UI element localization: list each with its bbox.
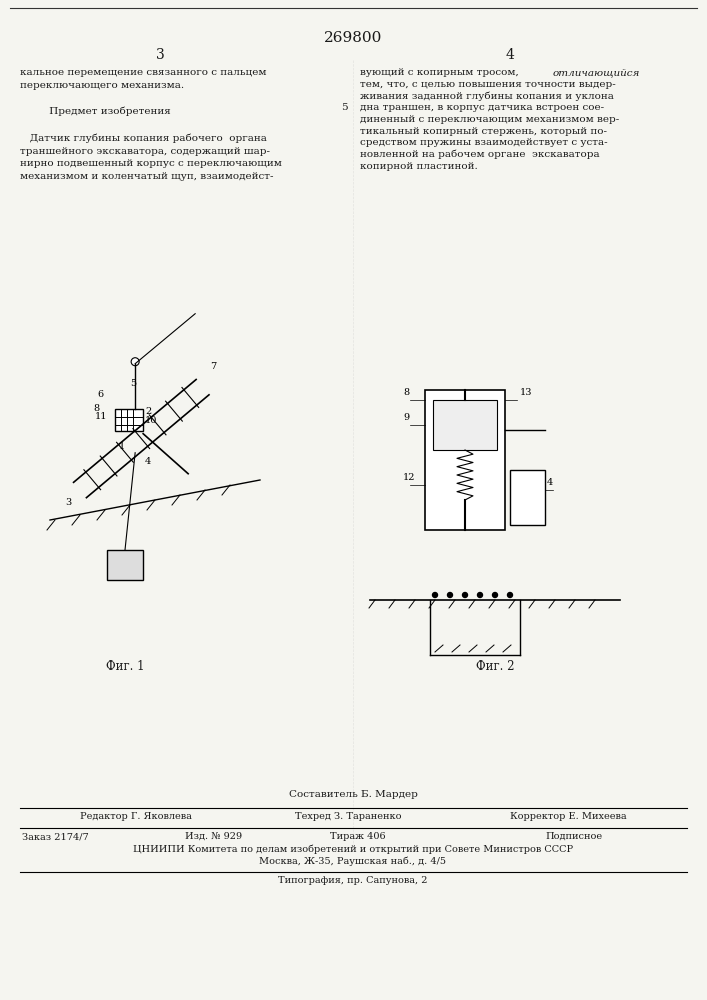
Text: Техред З. Тараненко: Техред З. Тараненко: [295, 812, 402, 821]
Text: новленной на рабочем органе  экскаватора: новленной на рабочем органе экскаватора: [360, 150, 600, 159]
Circle shape: [433, 592, 438, 597]
Text: 9: 9: [403, 413, 409, 422]
Circle shape: [477, 592, 482, 597]
Text: 1: 1: [119, 442, 125, 451]
Text: ЦНИИПИ Комитета по делам изобретений и открытий при Совете Министров СССР: ЦНИИПИ Комитета по делам изобретений и о…: [133, 844, 573, 854]
Bar: [510, 470, 545, 525]
Text: 7: 7: [211, 362, 217, 371]
Text: Типография, пр. Сапунова, 2: Типография, пр. Сапунова, 2: [279, 876, 428, 885]
Text: Тираж 406: Тираж 406: [330, 832, 385, 841]
Text: 269800: 269800: [324, 31, 382, 45]
Text: 4: 4: [506, 48, 515, 62]
Text: диненный с переключающим механизмом вер-: диненный с переключающим механизмом вер-: [360, 115, 619, 124]
Text: 2: 2: [145, 407, 151, 416]
Text: отличающийся: отличающийся: [553, 68, 641, 77]
Text: Изд. № 929: Изд. № 929: [185, 832, 242, 841]
Text: Подписное: Подписное: [545, 832, 602, 841]
Text: Заказ 2174/7: Заказ 2174/7: [22, 832, 89, 841]
Text: Корректор Е. Михеева: Корректор Е. Михеева: [510, 812, 626, 821]
Text: 9: 9: [105, 420, 111, 429]
Text: дна траншен, в корпус датчика встроен сое-: дна траншен, в корпус датчика встроен со…: [360, 103, 604, 112]
Text: 5: 5: [341, 103, 348, 112]
Text: живания заданной глубины копания и уклона: живания заданной глубины копания и уклон…: [360, 91, 614, 101]
Text: 8: 8: [403, 388, 409, 397]
Text: 4: 4: [547, 478, 554, 487]
Text: 8: 8: [93, 404, 99, 413]
Text: Составитель Б. Мардер: Составитель Б. Мардер: [288, 790, 417, 799]
Circle shape: [132, 358, 139, 366]
Text: 10: 10: [145, 416, 158, 425]
Text: Фиг. 2: Фиг. 2: [476, 660, 514, 673]
Text: вующий с копирным тросом,: вующий с копирным тросом,: [360, 68, 525, 77]
Circle shape: [462, 592, 467, 597]
Text: кальное перемещение связанного с пальцем
переключающего механизма.

         Пре: кальное перемещение связанного с пальцем…: [20, 68, 282, 181]
Bar: [107, 550, 143, 580]
Text: 13: 13: [520, 388, 532, 397]
Text: 6: 6: [97, 390, 103, 399]
Text: 4: 4: [145, 457, 151, 466]
Text: Редактор Г. Яковлева: Редактор Г. Яковлева: [80, 812, 192, 821]
Text: Фиг. 1: Фиг. 1: [106, 660, 144, 673]
Text: тем, что, с целью повышения точности выдер-: тем, что, с целью повышения точности выд…: [360, 80, 616, 89]
Text: 3: 3: [65, 498, 71, 507]
Text: Москва, Ж-35, Раушская наб., д. 4/5: Москва, Ж-35, Раушская наб., д. 4/5: [259, 856, 447, 865]
Text: 3: 3: [156, 48, 164, 62]
Text: 5: 5: [130, 379, 136, 388]
Bar: [433, 400, 497, 450]
Circle shape: [448, 592, 452, 597]
Text: 12: 12: [403, 473, 416, 482]
Text: копирной пластиной.: копирной пластиной.: [360, 162, 478, 171]
Text: тикальный копирный стержень, который по-: тикальный копирный стержень, который по-: [360, 126, 607, 135]
Circle shape: [493, 592, 498, 597]
Text: средством пружины взаимодействует с уста-: средством пружины взаимодействует с уста…: [360, 138, 607, 147]
Text: 11: 11: [95, 412, 107, 421]
Bar: [115, 409, 143, 431]
Bar: [425, 390, 505, 530]
Circle shape: [508, 592, 513, 597]
